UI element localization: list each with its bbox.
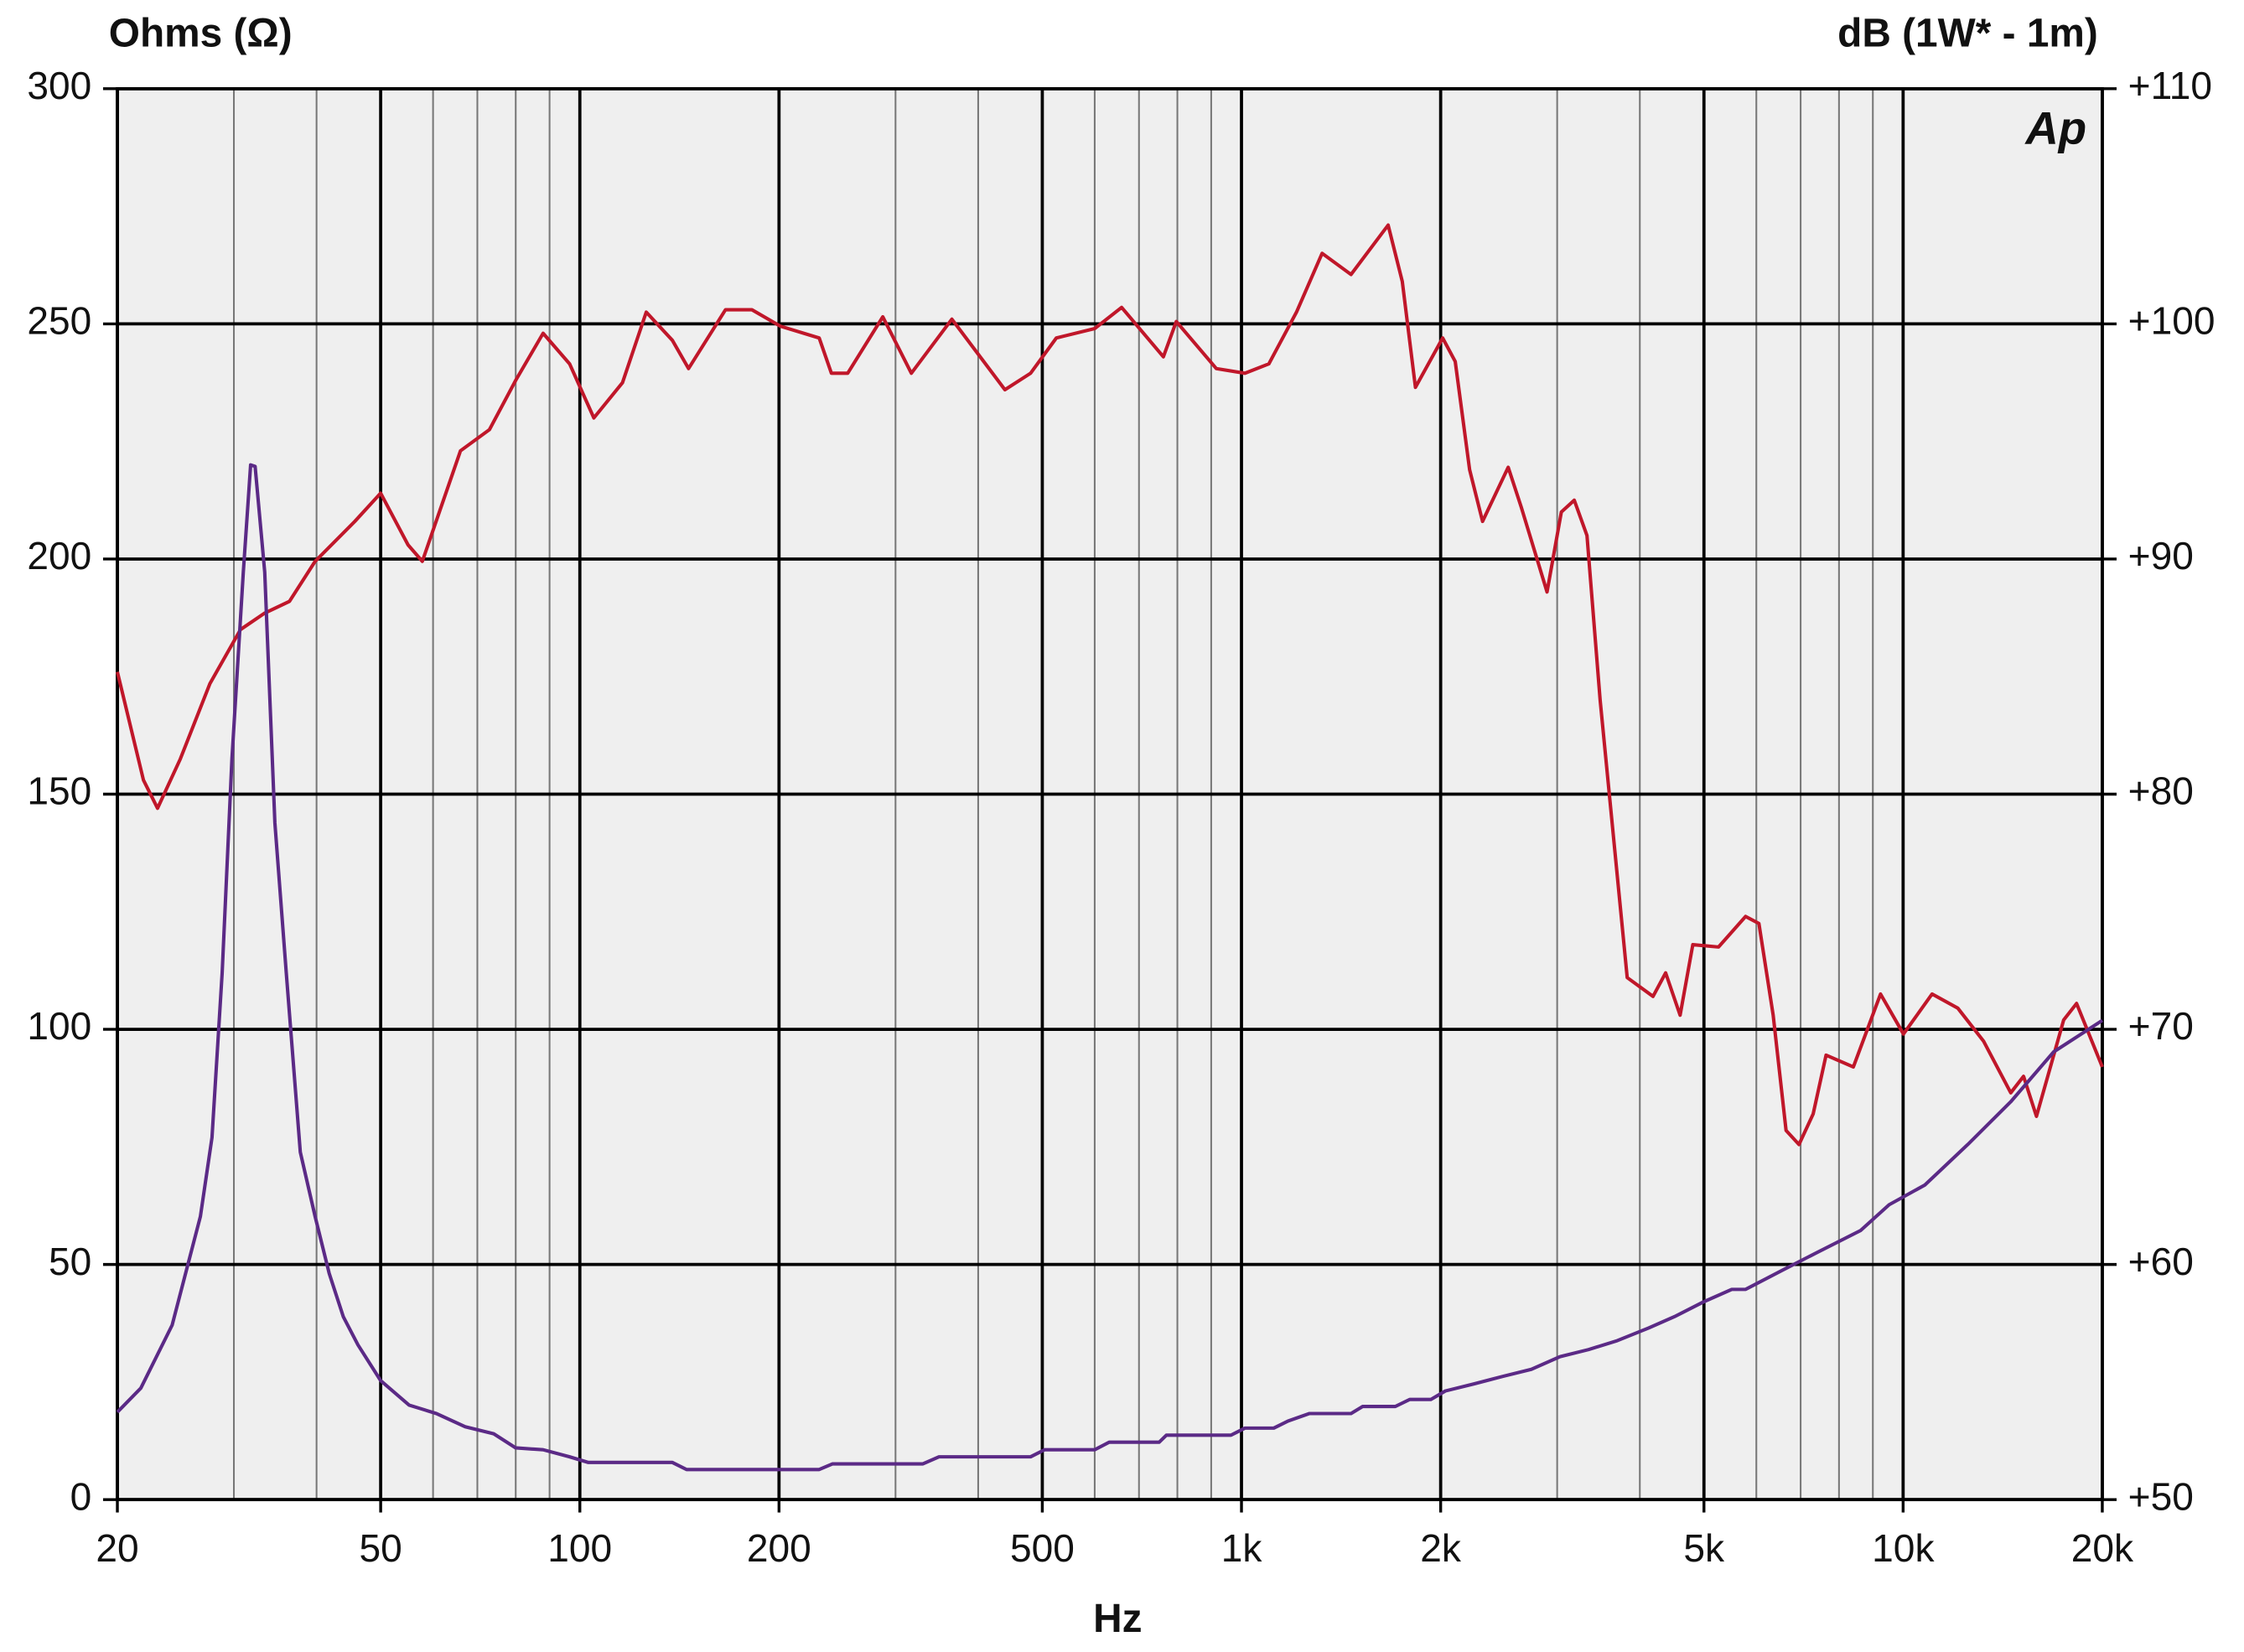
plot-lines — [116, 223, 2104, 1472]
x-tick-label: 200 — [747, 1526, 811, 1570]
logo: Ap — [2024, 103, 2086, 154]
x-tick-label: 20k — [2071, 1526, 2134, 1570]
y-tick-label: 200 — [27, 534, 91, 577]
x-tick-label: 1k — [1221, 1526, 1263, 1570]
x-tick-label: 50 — [359, 1526, 402, 1570]
y-tick-label: 100 — [27, 1004, 91, 1048]
y-axis-title: Ohms (Ω) — [109, 11, 293, 55]
y2-tick-label: +70 — [2128, 1004, 2194, 1048]
x-tick-label: 500 — [1010, 1526, 1075, 1570]
x-tick-label: 5k — [1683, 1526, 1725, 1570]
y2-tick-label: +80 — [2128, 769, 2194, 813]
plot-frame — [116, 86, 2104, 1502]
y-tick-label: 50 — [49, 1240, 91, 1283]
x-tick-label: 20 — [96, 1526, 138, 1570]
y2-tick-label: +50 — [2128, 1474, 2194, 1518]
x-tick-label: 100 — [547, 1526, 612, 1570]
x-tick-label: 10k — [1872, 1526, 1935, 1570]
y2-tick-label: +100 — [2128, 299, 2215, 343]
x-tick-label: 2k — [1420, 1526, 1462, 1570]
y-tick-label: 300 — [27, 64, 91, 107]
y-tick-label: 150 — [27, 769, 91, 813]
y-tick-label: 0 — [70, 1474, 92, 1518]
y-tick-label: 250 — [27, 299, 91, 343]
y2-tick-label: +60 — [2128, 1240, 2194, 1283]
y2-tick-label: +110 — [2128, 64, 2212, 107]
grid: 20 50 100 200 500 1k 2k 5k 10k 20k 0 50 100 150 200 250… — [27, 64, 2215, 1570]
y2-tick-label: +90 — [2128, 534, 2194, 577]
series-line — [116, 223, 2104, 1147]
series-line — [116, 463, 2104, 1472]
x-axis-title: Hz — [1093, 1597, 1142, 1641]
y2-axis-title: dB (1W* - 1m) — [1837, 11, 2098, 55]
